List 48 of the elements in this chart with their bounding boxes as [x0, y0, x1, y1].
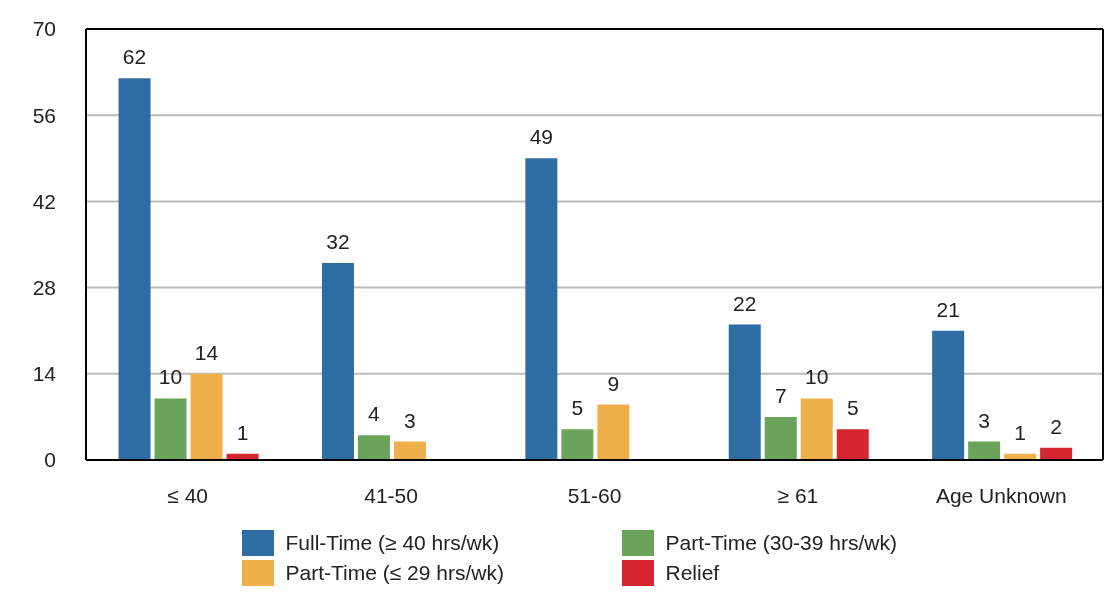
data-label: 3 — [978, 408, 990, 432]
bar — [393, 441, 426, 460]
bar — [800, 398, 833, 460]
bar — [561, 429, 594, 460]
data-label: 5 — [571, 396, 584, 420]
bar — [525, 158, 558, 460]
data-label: 4 — [368, 402, 381, 426]
x-tick-label: Age Unknown — [935, 483, 1067, 507]
x-tick-label: ≤ 40 — [167, 483, 209, 507]
y-tick-label: 56 — [32, 103, 56, 127]
bar — [597, 404, 630, 460]
y-tick-label: 28 — [32, 276, 56, 300]
bar — [764, 416, 797, 460]
bar — [836, 429, 869, 460]
data-label: 22 — [733, 291, 757, 315]
y-tick-label: 14 — [32, 362, 57, 386]
bar — [728, 324, 761, 460]
legend-label: Full-Time (≥ 40 hrs/wk) — [285, 531, 500, 555]
data-label: 2 — [1050, 414, 1062, 438]
data-label: 49 — [529, 125, 554, 149]
y-tick-label: 42 — [32, 189, 56, 213]
y-tick-label: 0 — [44, 448, 56, 472]
bar — [321, 262, 354, 460]
data-label: 9 — [607, 371, 620, 395]
bar — [190, 373, 223, 460]
y-tick-label: 70 — [32, 17, 56, 41]
x-tick-label: ≥ 61 — [777, 483, 819, 507]
bar — [357, 435, 390, 460]
legend-label: Relief — [665, 561, 720, 585]
bar — [968, 441, 1001, 460]
data-label: 32 — [326, 229, 350, 253]
data-label: 21 — [936, 297, 960, 321]
legend-label: Part-Time (30-39 hrs/wk) — [665, 531, 897, 555]
data-label: 1 — [236, 420, 249, 444]
data-label: 5 — [846, 396, 859, 420]
bar — [154, 398, 187, 460]
data-label: 7 — [774, 383, 787, 407]
bar — [118, 78, 151, 460]
data-label: 62 — [122, 45, 147, 69]
legend-label: Part-Time (≤ 29 hrs/wk) — [285, 561, 504, 585]
x-tick-label: 51-60 — [567, 483, 622, 507]
data-label: 1 — [1014, 420, 1026, 444]
data-label: 10 — [158, 365, 183, 389]
data-label: 3 — [404, 408, 416, 432]
x-tick-label: 41-50 — [364, 483, 418, 507]
bar — [932, 330, 965, 460]
data-label: 10 — [805, 365, 829, 389]
data-label: 14 — [194, 340, 219, 364]
